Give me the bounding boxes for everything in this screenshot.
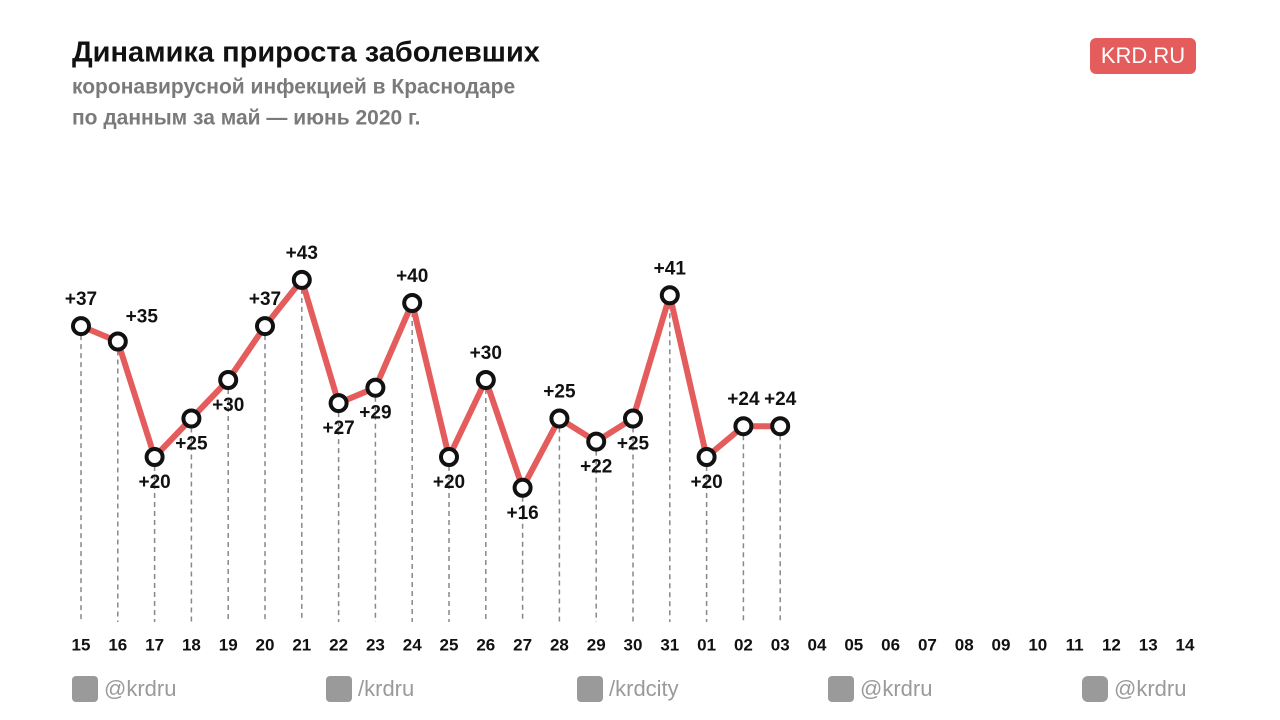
x-tick-label: 03 [771,635,790,654]
point [733,416,754,437]
point [623,408,643,429]
data-label: +25 [617,434,650,455]
x-tick-label: 01 [697,635,716,654]
footer-handle: /krdcity [609,676,679,701]
data-label: +41 [654,258,687,279]
point [586,431,607,452]
point [659,285,680,306]
data-label: +20 [690,472,722,493]
x-tick-label: 12 [1102,635,1121,654]
x-tick-label: 10 [1028,635,1047,654]
data-label: +20 [433,472,465,493]
data-label: +24 [727,389,760,410]
point [328,393,349,414]
x-tick-label: 30 [624,635,643,654]
data-label: +30 [212,395,244,416]
data-label: +20 [138,472,170,493]
point [402,293,423,313]
x-tick-label: 23 [366,635,385,654]
subtitle: коронавирусной инфекцией в Краснодаре [72,76,515,99]
x-tick-label: 08 [955,635,974,654]
x-tick-label: 28 [550,635,569,654]
data-label: +25 [175,434,208,455]
subtitle: по данным за май — июнь 2020 г. [72,107,421,130]
footer-handle: /krdru [358,676,414,701]
x-tick-label: 19 [219,635,238,654]
brand: KRD.RU [1101,43,1185,68]
data-label: +16 [506,503,538,524]
x-tick-label: 11 [1066,635,1084,654]
point [255,316,275,337]
icon [1082,676,1108,702]
x-tick-label: 26 [476,635,495,654]
point [218,370,239,390]
footer-icons [72,676,1108,702]
point [144,447,165,467]
brand-badge [1090,38,1196,74]
data-label: +29 [359,403,391,424]
point [107,331,128,352]
x-tick-label: 04 [808,635,827,654]
point [770,416,791,437]
data-label: +27 [322,418,354,439]
x-tick-label: 22 [329,635,348,654]
data-label: +37 [249,289,281,310]
data-label: +35 [126,307,159,328]
data-label: +43 [286,243,318,264]
point [475,370,496,390]
data-label: +30 [470,343,502,364]
data-label: +40 [396,266,428,287]
x-tick-label: 06 [881,635,900,654]
x-tick-label: 09 [992,635,1011,654]
x-tick-label: 07 [918,635,937,654]
point [365,377,386,398]
data-label: +37 [65,289,97,310]
chart-title: Динамика прироста заболевших [72,37,540,69]
x-tick-label: 16 [108,635,127,654]
data-label: +22 [580,457,612,478]
data-label: +24 [764,389,797,410]
data-label: +25 [543,382,576,403]
x-tick-label: 31 [660,635,679,654]
footer-handle: @krdru [860,676,932,701]
point [439,447,459,467]
point [549,408,570,429]
x-tick-label: 27 [513,635,532,654]
point [512,477,533,498]
icon [828,676,854,702]
point [181,408,202,429]
point [291,269,312,290]
x-tick-label: 14 [1176,635,1195,654]
line [79,276,781,491]
icon [577,676,603,702]
footer-handle: @krdru [1114,676,1186,701]
x-tick-label: 13 [1139,635,1158,654]
x-tick-label: 02 [734,635,753,654]
x-tick-label: 05 [844,635,863,654]
x-tick-label: 21 [292,635,311,654]
x-tick-label: 24 [403,635,422,654]
x-tick-label: 29 [587,635,606,654]
x-tick-label: 15 [72,635,91,654]
footer-handle: @krdru [104,676,176,701]
x-tick-label: 20 [256,635,275,654]
point [71,316,91,337]
icon [72,676,98,702]
x-tick-label: 25 [440,635,459,654]
icon [326,676,352,702]
x-tick-label: 17 [145,635,164,654]
x-tick-label: 18 [182,635,201,654]
point [696,447,717,467]
